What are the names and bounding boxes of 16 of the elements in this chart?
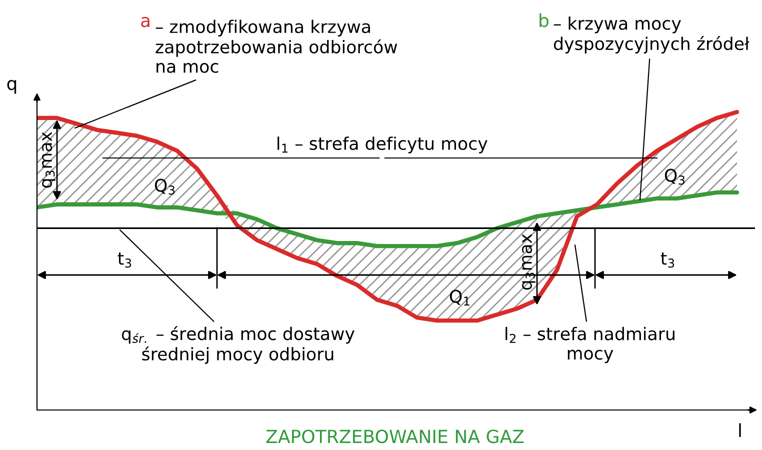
annotation: t$_{3}$ (660, 252, 674, 268)
text: – zmodyfikowana krzywa zapotrzebowania odbiorców na moc (156, 20, 398, 73)
annotation: Q$_{1}$ (450, 290, 470, 306)
annotation: Q$_{3}$ (154, 178, 175, 195)
text: a (141, 16, 150, 28)
annotation: l$_{1}$ – strefa deficytu mocy (278, 136, 488, 154)
text: – krzywa mocy dyspozycyjnych źródeł (554, 16, 750, 54)
x-axis-title: l (739, 423, 741, 437)
text: b (540, 13, 548, 28)
annotation: q$_{3}$max (42, 132, 56, 188)
text: ZAPOTRZEBOWANIE NA GAZ (266, 430, 524, 444)
annotation: Q$_{3}$ (664, 168, 685, 185)
annotation: q$_{śr.}$ – średnia moc dostawy średniej mocy odbioru (122, 326, 354, 364)
annotation: t$_{3}$ (118, 252, 132, 268)
y-axis-title: q (7, 80, 16, 94)
annotation: l$_{2}$ – strefa nadmiaru mocy (506, 326, 674, 364)
